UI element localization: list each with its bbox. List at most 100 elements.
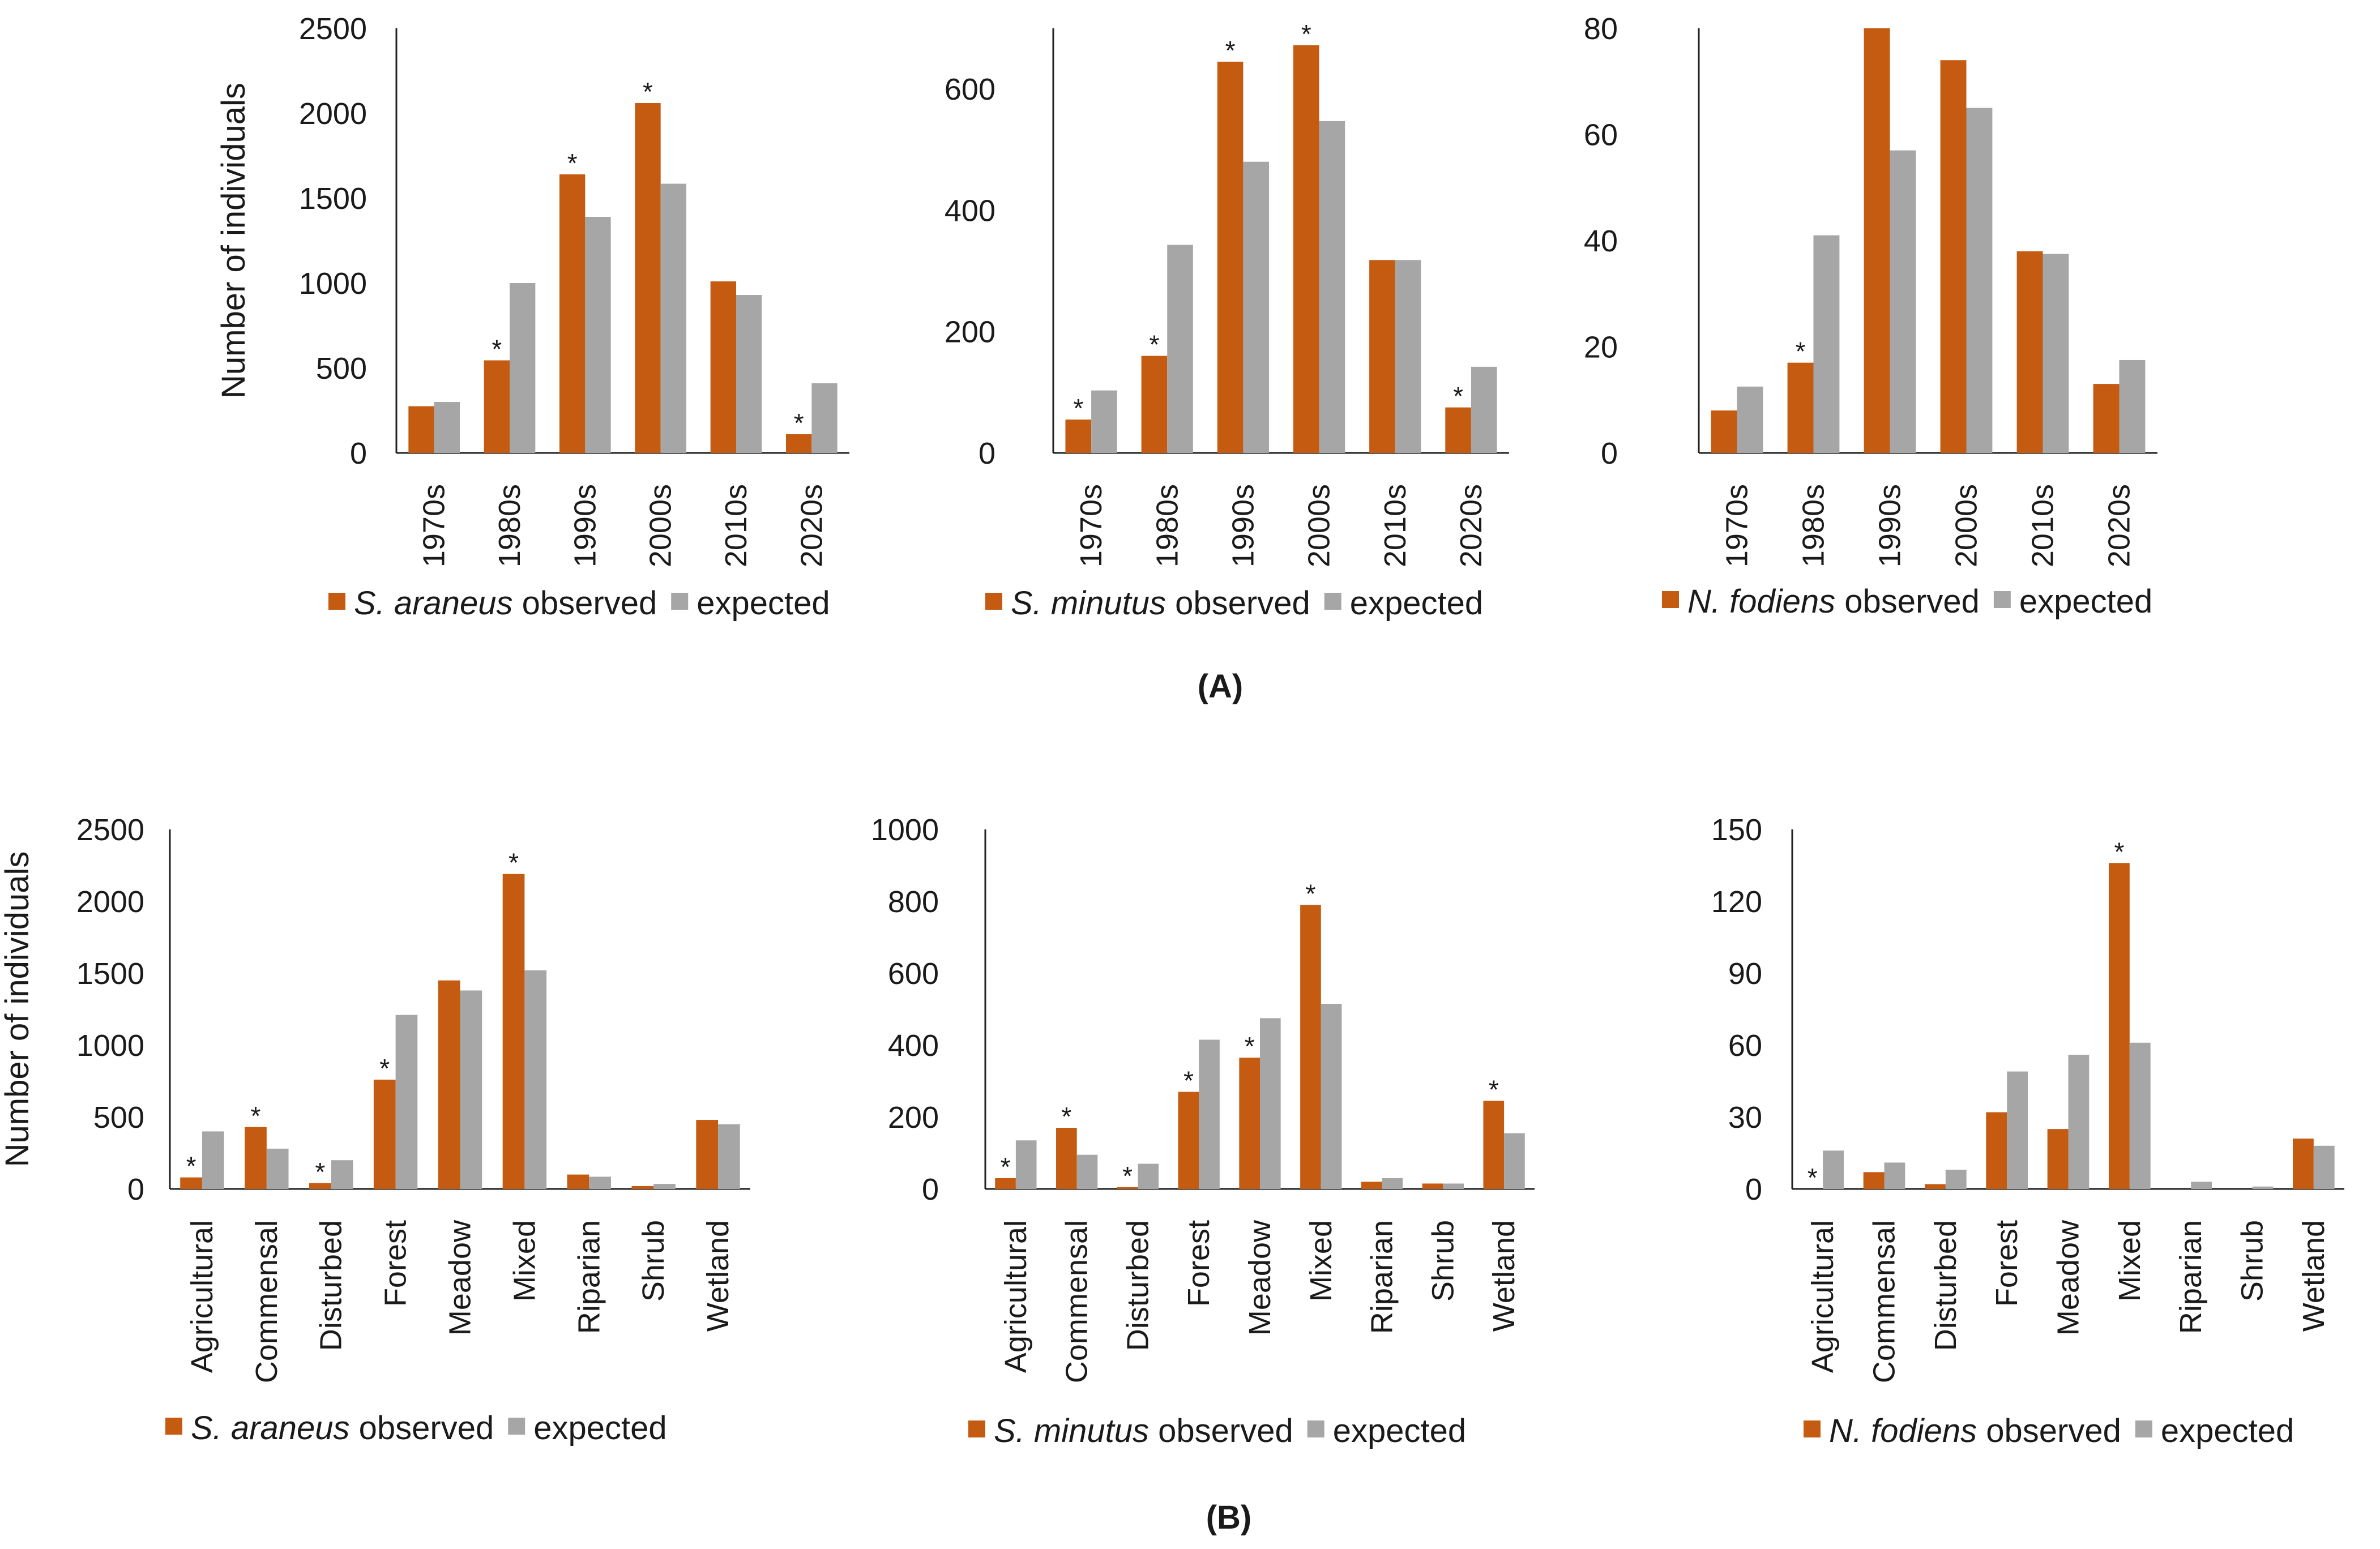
bar-observed bbox=[1422, 1183, 1443, 1189]
category-label: 1990s bbox=[568, 484, 602, 567]
y-tick-label: 800 bbox=[888, 885, 939, 919]
category-label: Meadow bbox=[1243, 1219, 1277, 1336]
category-label: Shrub bbox=[1426, 1220, 1460, 1302]
category-label: Agricultural bbox=[999, 1220, 1033, 1373]
legend-label-expected: expected bbox=[533, 1410, 666, 1447]
category-label: Wetland bbox=[1487, 1220, 1521, 1332]
legend: S. minutus observed expected bbox=[985, 585, 1483, 622]
category-label: 2000s bbox=[644, 484, 678, 567]
legend-swatch-observed bbox=[1662, 591, 1679, 608]
bar-expected bbox=[266, 1148, 289, 1189]
y-tick-label: 500 bbox=[93, 1101, 144, 1135]
significance-marker: * bbox=[1796, 337, 1806, 366]
legend: S. araneus observed expected bbox=[165, 1410, 667, 1447]
y-tick-label: 60 bbox=[1728, 1029, 1762, 1063]
category-label: 1980s bbox=[1150, 484, 1184, 567]
y-tick-label: 600 bbox=[945, 72, 995, 106]
significance-marker: * bbox=[186, 1152, 196, 1181]
chart-3: 0 20 40 60 80 1970s * 1980s 1990s 2000s 2010s 2020s… bbox=[1584, 12, 2157, 620]
bar-expected bbox=[524, 970, 547, 1189]
category-label: 1980s bbox=[493, 484, 527, 567]
bar-expected bbox=[2068, 1054, 2090, 1189]
y-tick-label: 1000 bbox=[76, 1029, 144, 1063]
category-label: 1980s bbox=[1797, 484, 1831, 567]
legend-swatch-observed bbox=[1804, 1420, 1821, 1437]
bar-observed bbox=[1293, 45, 1319, 453]
bar-expected bbox=[1890, 150, 1916, 453]
y-tick-label: 0 bbox=[350, 437, 367, 470]
bar-observed bbox=[245, 1127, 267, 1189]
bar-observed bbox=[2093, 384, 2120, 453]
y-tick-label: 600 bbox=[888, 957, 939, 991]
category-label: 2010s bbox=[719, 484, 753, 567]
legend-swatch-observed bbox=[985, 593, 1002, 610]
bar-observed bbox=[1217, 61, 1244, 453]
y-axis-title: Number of individuals bbox=[0, 851, 36, 1167]
significance-marker: * bbox=[315, 1157, 325, 1187]
significance-marker: * bbox=[379, 1054, 390, 1083]
significance-marker: * bbox=[794, 408, 804, 438]
significance-marker: * bbox=[1306, 879, 1316, 908]
bar-observed bbox=[1787, 362, 1814, 453]
category-label: Mixed bbox=[2113, 1220, 2147, 1302]
chart-6: 0 30 60 90 120 150 * Agricultural Commensal Distu… bbox=[1711, 813, 2344, 1449]
bar-expected bbox=[2119, 360, 2146, 453]
bar-observed bbox=[484, 360, 510, 453]
category-label: Wetland bbox=[701, 1220, 735, 1332]
category-label: Mixed bbox=[1304, 1220, 1338, 1302]
y-tick-label: 60 bbox=[1584, 118, 1618, 152]
significance-marker: * bbox=[1183, 1066, 1194, 1096]
chart-1: 0 500 1000 1500 2000 2500 Number of individual… bbox=[215, 12, 849, 622]
category-label: 2010s bbox=[2026, 484, 2060, 567]
y-tick-label: 1000 bbox=[299, 267, 367, 301]
bar-expected bbox=[1395, 260, 1421, 453]
bar-observed bbox=[1711, 410, 1737, 453]
category-label: Agricultural bbox=[1806, 1220, 1840, 1373]
y-tick-label: 2000 bbox=[76, 885, 144, 919]
bar-observed bbox=[1065, 420, 1092, 453]
category-label: Shrub bbox=[2236, 1220, 2270, 1302]
legend-swatch-expected bbox=[1993, 591, 2011, 608]
bar-observed bbox=[2109, 863, 2130, 1189]
y-tick-label: 2000 bbox=[299, 97, 367, 131]
bar-observed bbox=[1117, 1187, 1138, 1189]
legend-label-observed: S. araneus observed bbox=[191, 1410, 494, 1447]
bar-expected bbox=[395, 1015, 418, 1189]
bar-observed bbox=[1056, 1128, 1077, 1189]
category-label: 2000s bbox=[1950, 484, 1984, 567]
panel-a-label: (A) bbox=[1198, 668, 1244, 705]
bar-observed bbox=[1369, 260, 1395, 453]
category-label: Riparian bbox=[572, 1220, 606, 1334]
category-label: Disturbed bbox=[1121, 1220, 1155, 1351]
bar-observed bbox=[1940, 60, 1967, 453]
category-label: Mixed bbox=[507, 1220, 541, 1302]
bar-observed bbox=[696, 1120, 719, 1189]
category-label: 2020s bbox=[1454, 484, 1488, 567]
significance-marker: * bbox=[1453, 382, 1463, 411]
legend-swatch-expected bbox=[671, 593, 689, 610]
y-tick-label: 500 bbox=[316, 352, 367, 386]
bar-observed bbox=[995, 1178, 1016, 1189]
bar-expected bbox=[1966, 108, 1993, 453]
bar-expected bbox=[2129, 1042, 2151, 1189]
y-tick-label: 400 bbox=[945, 194, 995, 228]
bar-observed bbox=[309, 1183, 331, 1189]
category-label: Riparian bbox=[1365, 1220, 1399, 1334]
category-label: 1990s bbox=[1226, 484, 1260, 567]
category-label: Commensal bbox=[250, 1220, 284, 1383]
legend-label-observed: S. minutus observed bbox=[1011, 585, 1310, 622]
bar-expected bbox=[2313, 1145, 2335, 1189]
legend-label-expected: expected bbox=[1350, 585, 1483, 622]
y-tick-label: 200 bbox=[888, 1101, 939, 1135]
category-label: 1970s bbox=[417, 484, 451, 567]
bar-expected bbox=[1076, 1154, 1098, 1189]
chart-2: 0 200 400 600 * 1970s * 1980s * 1990s * 2000s 2010s *… bbox=[945, 19, 1509, 622]
y-tick-label: 1500 bbox=[299, 182, 367, 216]
bar-observed bbox=[1239, 1058, 1260, 1189]
y-tick-label: 1500 bbox=[76, 957, 144, 991]
significance-marker: * bbox=[1001, 1152, 1011, 1182]
bar-observed bbox=[567, 1174, 589, 1189]
category-label: Meadow bbox=[443, 1219, 477, 1336]
bar-observed bbox=[1300, 905, 1321, 1189]
legend-swatch-expected bbox=[1307, 1420, 1324, 1437]
